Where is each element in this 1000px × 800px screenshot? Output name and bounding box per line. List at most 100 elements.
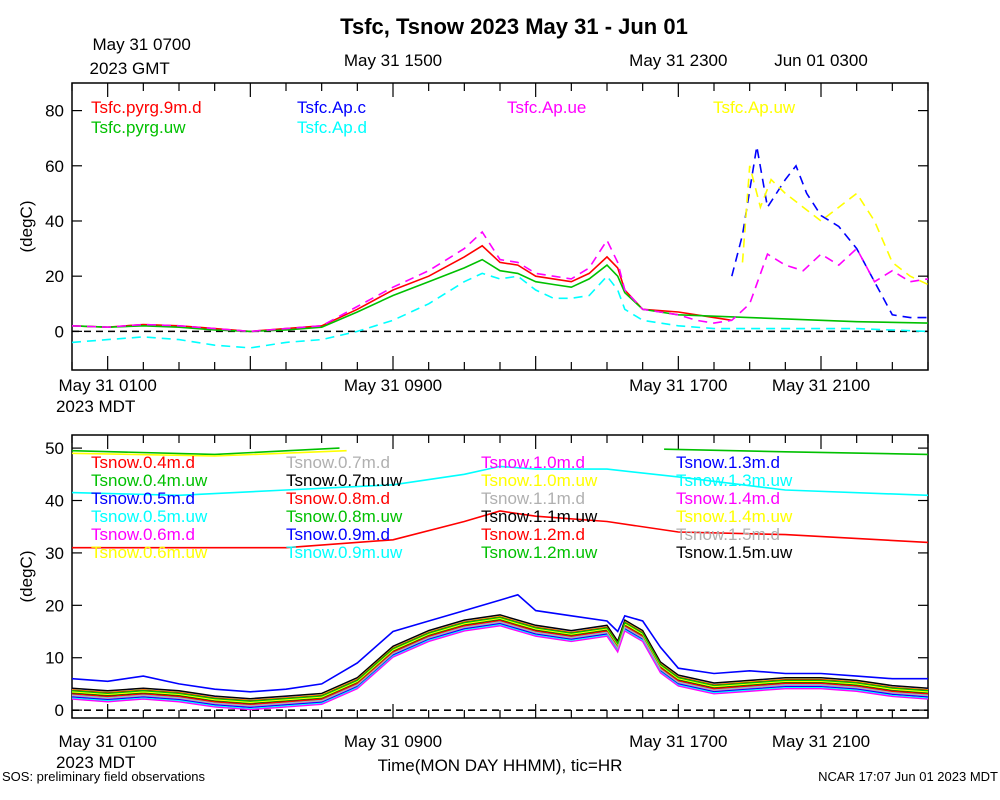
legend-entry: Tsfc.Ap.ue (507, 98, 586, 117)
series-line (741, 165, 929, 286)
series-line (71, 465, 929, 497)
x-tick-label: Jun 01 0300 (774, 51, 868, 70)
y-axis-label: (degC) (17, 551, 36, 603)
chart-title: Tsfc, Tsnow 2023 May 31 - Jun 01 (340, 14, 688, 39)
legend-entry: Tsnow.1.0m.uw (481, 471, 598, 490)
series-line (71, 621, 929, 707)
series-line (71, 620, 929, 706)
legend-entry: Tsnow.0.7m.d (286, 453, 390, 472)
y-tick-label: 40 (45, 212, 64, 231)
bottom-x-tick-labels: May 31 0100 2023 MDT May 31 0900 May 31 170… (56, 376, 870, 416)
x-tick-label: 2023 MDT (56, 397, 135, 416)
legend-entry: Tsnow.1.1m.d (481, 489, 585, 508)
legend-entry: Tsnow.1.5m.d (676, 525, 780, 544)
y-tick-label: 20 (45, 596, 64, 615)
x-tick-label: May 31 0900 (344, 732, 442, 751)
legend-entry: Tsnow.1.3m.d (676, 453, 780, 472)
series-line (731, 146, 928, 319)
series-line (71, 624, 929, 710)
series-line (72, 510, 929, 549)
series-line (71, 230, 929, 333)
x-tick-label: 2023 GMT (90, 59, 170, 78)
legend-entry: Tsnow.0.9m.d (286, 525, 390, 544)
x-tick-label: May 31 0100 (59, 732, 157, 751)
series-line (71, 618, 929, 704)
series-line (71, 447, 340, 456)
series-line (664, 448, 929, 456)
x-tick-label: May 31 0900 (344, 376, 442, 395)
bottom-x-tick-labels: May 31 0100 2023 MDT May 31 0900 May 31 170… (56, 732, 870, 772)
footer-note: SOS: preliminary field observations (2, 769, 206, 784)
y-tick-label: 0 (55, 322, 64, 341)
series-line (71, 593, 928, 693)
y-tick-label: 50 (45, 439, 64, 458)
axis-ticks (71, 435, 929, 718)
legend: Tsfc.pyrg.9m.dTsfc.pyrg.uwTsfc.Ap.cTsfc.… (91, 98, 796, 137)
series-line (71, 258, 929, 333)
series-line (71, 619, 929, 706)
legend-entry: Tsnow.0.4m.uw (91, 471, 208, 490)
legend-entry: Tsnow.1.5m.uw (676, 543, 793, 562)
y-tick-label: 60 (45, 157, 64, 176)
legend-entry: Tsnow.1.1m.uw (481, 507, 598, 526)
series-line (71, 244, 732, 333)
legend-entry: Tsfc.Ap.c (297, 98, 366, 117)
series-lines (71, 146, 929, 349)
legend-entry: Tsnow.1.4m.d (676, 489, 780, 508)
y-tick-label: 80 (45, 102, 64, 121)
series-line (71, 619, 929, 705)
series-line (71, 614, 929, 700)
x-tick-label: May 31 1700 (629, 732, 727, 751)
x-tick-label: May 31 2300 (629, 51, 727, 70)
y-tick-label: 40 (45, 492, 64, 511)
x-tick-label: May 31 2100 (772, 376, 870, 395)
x-axis-label: Time(MON DAY HHMM), tic=HR (378, 756, 623, 775)
legend-entry: Tsnow.1.2m.uw (481, 543, 598, 562)
x-tick-label: May 31 1700 (629, 376, 727, 395)
legend-entry: Tsnow.0.9m.uw (286, 543, 403, 562)
y-axis-label: (degC) (17, 201, 36, 253)
y-tick-labels: 0 20 40 60 80 (45, 102, 64, 342)
legend-entry: Tsfc.Ap.uw (713, 98, 796, 117)
legend: Tsnow.0.4m.dTsnow.0.4m.uwTsnow.0.5m.dTsn… (91, 453, 793, 562)
surface-temperature-panel: 0 20 40 60 80 May 31 0700 2023 GMT May 31 1500… (17, 35, 929, 416)
legend-entry: Tsnow.0.7m.uw (286, 471, 403, 490)
series-line (71, 617, 929, 703)
series-lines (71, 447, 929, 711)
footer-timestamp: NCAR 17:07 Jun 01 2023 MDT (818, 769, 998, 784)
legend-entry: Tsnow.0.8m.uw (286, 507, 403, 526)
legend-entry: Tsfc.pyrg.uw (91, 118, 186, 137)
x-tick-label: May 31 2100 (772, 732, 870, 751)
legend-entry: Tsnow.1.3m.uw (676, 471, 793, 490)
legend-entry: Tsnow.0.6m.uw (91, 543, 208, 562)
legend-entry: Tsnow.1.2m.d (481, 525, 585, 544)
series-line (71, 616, 929, 702)
series-line (71, 272, 929, 349)
legend-entry: Tsnow.0.5m.d (91, 489, 195, 508)
y-tick-labels: 0 10 20 30 40 50 (45, 439, 64, 720)
legend-entry: Tsnow.0.6m.d (91, 525, 195, 544)
x-tick-label: 2023 MDT (56, 753, 135, 772)
legend-entry: Tsnow.0.8m.d (286, 489, 390, 508)
y-tick-label: 0 (55, 701, 64, 720)
legend-entry: Tsnow.0.5m.uw (91, 507, 208, 526)
legend-entry: Tsnow.1.4m.uw (676, 507, 793, 526)
y-tick-label: 20 (45, 267, 64, 286)
series-line (71, 449, 347, 457)
y-tick-label: 30 (45, 544, 64, 563)
x-tick-label: May 31 0700 (93, 35, 191, 54)
top-x-tick-labels: May 31 0700 2023 GMT May 31 1500 May 31 230… (90, 35, 868, 78)
series-line (71, 623, 929, 709)
snow-temperature-panel: 0 10 20 30 40 50 May 31 0100 2023 MDT May 31 09… (17, 434, 929, 772)
x-tick-label: May 31 0100 (59, 376, 157, 395)
legend-entry: Tsfc.pyrg.9m.d (91, 98, 202, 117)
series-line (71, 625, 929, 711)
legend-entry: Tsfc.Ap.d (297, 118, 367, 137)
axis-ticks (71, 83, 929, 370)
series-line (71, 618, 929, 704)
y-tick-label: 10 (45, 649, 64, 668)
legend-entry: Tsnow.0.4m.d (91, 453, 195, 472)
legend-entry: Tsnow.1.0m.d (481, 453, 585, 472)
x-tick-label: May 31 1500 (344, 51, 442, 70)
